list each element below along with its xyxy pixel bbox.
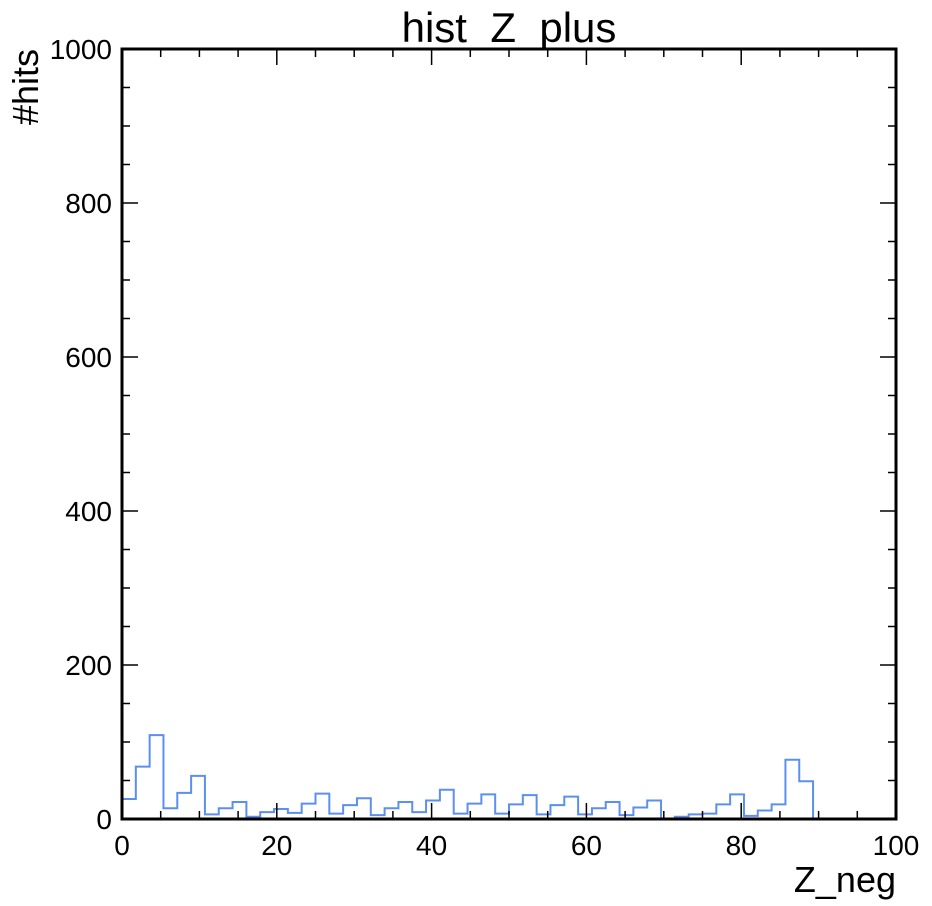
chart-title: hist_Z_plus: [402, 4, 617, 51]
x-tick-label: 100: [873, 830, 920, 861]
x-axis-title: Z_neg: [794, 859, 896, 900]
minor-ticks: [122, 49, 896, 819]
x-tick-label: 60: [571, 830, 602, 861]
x-tick-label: 0: [114, 830, 130, 861]
major-ticks: [121, 48, 897, 820]
plot-frame: [120, 47, 898, 821]
y-tick-label: 200: [65, 650, 112, 681]
y-tick-labels: 0 200 400 600 800 1000: [50, 34, 112, 835]
y-tick-label: 600: [65, 342, 112, 373]
x-tick-label: 40: [416, 830, 447, 861]
histogram-series-line: [121, 734, 896, 820]
plot-layer: [121, 734, 896, 820]
y-tick-label: 400: [65, 496, 112, 527]
y-tick-label: 800: [65, 188, 112, 219]
y-axis-title: #hits: [5, 49, 46, 125]
x-tick-label: 20: [261, 830, 292, 861]
x-tick-labels: 0 20 40 60 80 100: [114, 830, 919, 861]
x-tick-label: 80: [726, 830, 757, 861]
y-tick-label: 0: [96, 804, 112, 835]
y-tick-label: 1000: [50, 34, 112, 65]
